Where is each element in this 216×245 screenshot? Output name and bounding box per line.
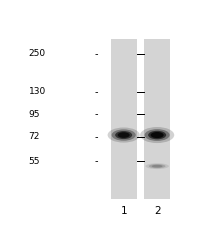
Ellipse shape bbox=[145, 163, 169, 169]
Ellipse shape bbox=[112, 129, 136, 141]
Ellipse shape bbox=[153, 133, 161, 137]
Text: -: - bbox=[95, 87, 98, 97]
Text: 72: 72 bbox=[29, 133, 40, 141]
Text: -: - bbox=[95, 49, 98, 59]
Ellipse shape bbox=[148, 131, 166, 139]
Text: -: - bbox=[95, 132, 98, 142]
Ellipse shape bbox=[118, 132, 130, 138]
Text: 1: 1 bbox=[120, 206, 127, 216]
Ellipse shape bbox=[151, 132, 164, 138]
Text: 2: 2 bbox=[154, 206, 160, 216]
Text: 250: 250 bbox=[29, 49, 46, 58]
Text: -: - bbox=[95, 157, 98, 166]
Ellipse shape bbox=[149, 164, 165, 168]
Text: -: - bbox=[95, 109, 98, 119]
Ellipse shape bbox=[120, 133, 127, 137]
Ellipse shape bbox=[140, 127, 174, 143]
Ellipse shape bbox=[115, 131, 132, 139]
Bar bbox=[144, 39, 170, 199]
Text: 95: 95 bbox=[29, 110, 40, 119]
Bar bbox=[111, 39, 137, 199]
Text: 55: 55 bbox=[29, 157, 40, 166]
Text: 130: 130 bbox=[29, 87, 46, 96]
Ellipse shape bbox=[108, 127, 140, 143]
Ellipse shape bbox=[152, 165, 163, 168]
Ellipse shape bbox=[145, 129, 170, 141]
